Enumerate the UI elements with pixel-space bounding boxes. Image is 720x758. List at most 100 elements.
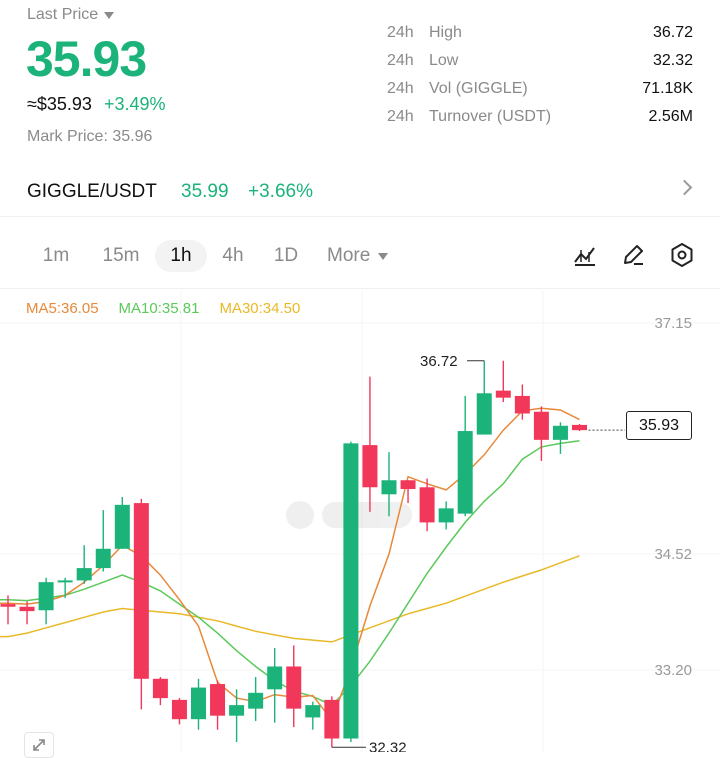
draw-icon[interactable] — [620, 242, 646, 268]
last-price-label[interactable]: Last Price — [27, 6, 115, 24]
ma-legend: MA5:36.05 MA10:35.81 MA30:34.50 — [26, 300, 300, 317]
ma5-label: MA5:36.05 — [26, 300, 99, 317]
stat-value: 32.32 — [652, 52, 693, 69]
candle — [419, 478, 435, 532]
candle — [305, 701, 321, 730]
tab-more[interactable]: More — [327, 240, 401, 272]
candle-body — [286, 666, 302, 709]
usd-price: ≈$35.93 — [27, 94, 92, 114]
candle-body — [572, 424, 587, 431]
caret-down-icon — [378, 252, 389, 260]
stat-value: 2.56M — [648, 108, 693, 125]
candle-body — [19, 606, 35, 612]
stat-value: 71.18K — [642, 80, 693, 97]
pair-row[interactable]: GIGGLE/USDT 35.99 +3.66% — [0, 168, 720, 217]
candle-body — [381, 480, 397, 495]
indicator-icon[interactable] — [572, 242, 598, 268]
candle — [533, 406, 549, 461]
candle-body — [76, 568, 92, 581]
chart-grid — [0, 290, 720, 752]
candle-body — [171, 699, 187, 720]
ma10-label: MA10:35.81 — [118, 300, 200, 317]
candle — [457, 395, 473, 517]
stat-value: 36.72 — [652, 24, 693, 41]
candle — [286, 645, 302, 728]
candle — [229, 689, 245, 743]
mark-price: Mark Price: 35.96 — [27, 128, 153, 145]
stat-label: High — [429, 24, 462, 41]
candle — [267, 648, 283, 723]
stat-turnover: 24h Turnover (USDT) 2.56M — [387, 103, 693, 131]
candle-body — [419, 487, 435, 523]
candle-body — [267, 666, 283, 690]
stat-prefix: 24h — [387, 108, 414, 125]
candle-body — [343, 443, 359, 739]
tab-more-label: More — [327, 245, 371, 266]
candlestick-chart[interactable]: 36.72 32.32 37.15 34.52 33.20 — [0, 290, 720, 752]
candle — [248, 677, 264, 721]
candle-body — [38, 582, 54, 611]
stat-label: Turnover (USDT) — [429, 108, 552, 125]
y-tick-label: 37.15 — [654, 315, 692, 332]
last-price-value: 35.93 — [26, 31, 147, 87]
candle-body — [476, 393, 492, 435]
candle-body — [133, 503, 149, 679]
candle — [0, 595, 16, 625]
candle — [38, 577, 54, 625]
candle-body — [191, 687, 206, 720]
candle — [210, 680, 226, 730]
candle — [191, 678, 206, 730]
candle-body — [305, 705, 321, 718]
candle-body — [324, 699, 340, 739]
candle-body — [0, 604, 16, 607]
candle — [324, 696, 340, 748]
candle — [343, 441, 359, 743]
expand-icon[interactable] — [24, 732, 54, 758]
tab-1m[interactable]: 1m — [42, 245, 70, 266]
candle-body — [95, 548, 111, 569]
y-tick-label: 33.20 — [654, 662, 692, 679]
candle-body — [210, 684, 226, 716]
y-axis: 37.15 34.52 33.20 — [654, 315, 692, 679]
ma30-label: MA30:34.50 — [219, 300, 301, 317]
candle-body — [514, 395, 530, 414]
candles — [0, 360, 587, 748]
tab-1d[interactable]: 1D — [273, 245, 299, 266]
candle — [476, 360, 492, 435]
usd-price-line: ≈$35.93 +3.49% — [27, 94, 166, 115]
candle-body — [495, 390, 511, 398]
candle-body — [533, 411, 549, 440]
tab-1h[interactable]: 1h — [155, 240, 207, 272]
pair-price: 35.99 — [181, 181, 229, 202]
tab-4h[interactable]: 4h — [222, 245, 244, 266]
ma30-line — [0, 555, 580, 643]
caret-down-icon — [104, 11, 115, 19]
settings-icon[interactable] — [669, 242, 695, 268]
candle-body — [457, 431, 473, 514]
candle — [114, 496, 130, 549]
stat-label: Vol (GIGGLE) — [429, 80, 528, 97]
candle-body — [152, 678, 168, 699]
candle-body — [400, 480, 416, 490]
stat-prefix: 24h — [387, 80, 414, 97]
candle — [552, 422, 568, 454]
stat-prefix: 24h — [387, 52, 414, 69]
candle-body — [229, 705, 245, 716]
chevron-right-icon — [676, 179, 693, 196]
candle — [133, 498, 149, 710]
stat-label: Low — [429, 52, 459, 69]
ma10-line — [0, 439, 580, 707]
stat-volume: 24h Vol (GIGGLE) 71.18K — [387, 75, 693, 103]
candle — [76, 545, 92, 584]
low-label: 32.32 — [369, 739, 407, 752]
tab-15m[interactable]: 15m — [102, 245, 140, 266]
last-price-label-text: Last Price — [27, 6, 99, 23]
candle — [400, 480, 416, 504]
stat-high: 24h High 36.72 — [387, 19, 693, 47]
candle-body — [362, 445, 378, 488]
stat-low: 24h Low 32.32 — [387, 47, 693, 75]
pair-change: +3.66% — [248, 181, 313, 202]
candle-body — [438, 508, 454, 523]
candle — [171, 698, 187, 725]
stat-prefix: 24h — [387, 24, 414, 41]
